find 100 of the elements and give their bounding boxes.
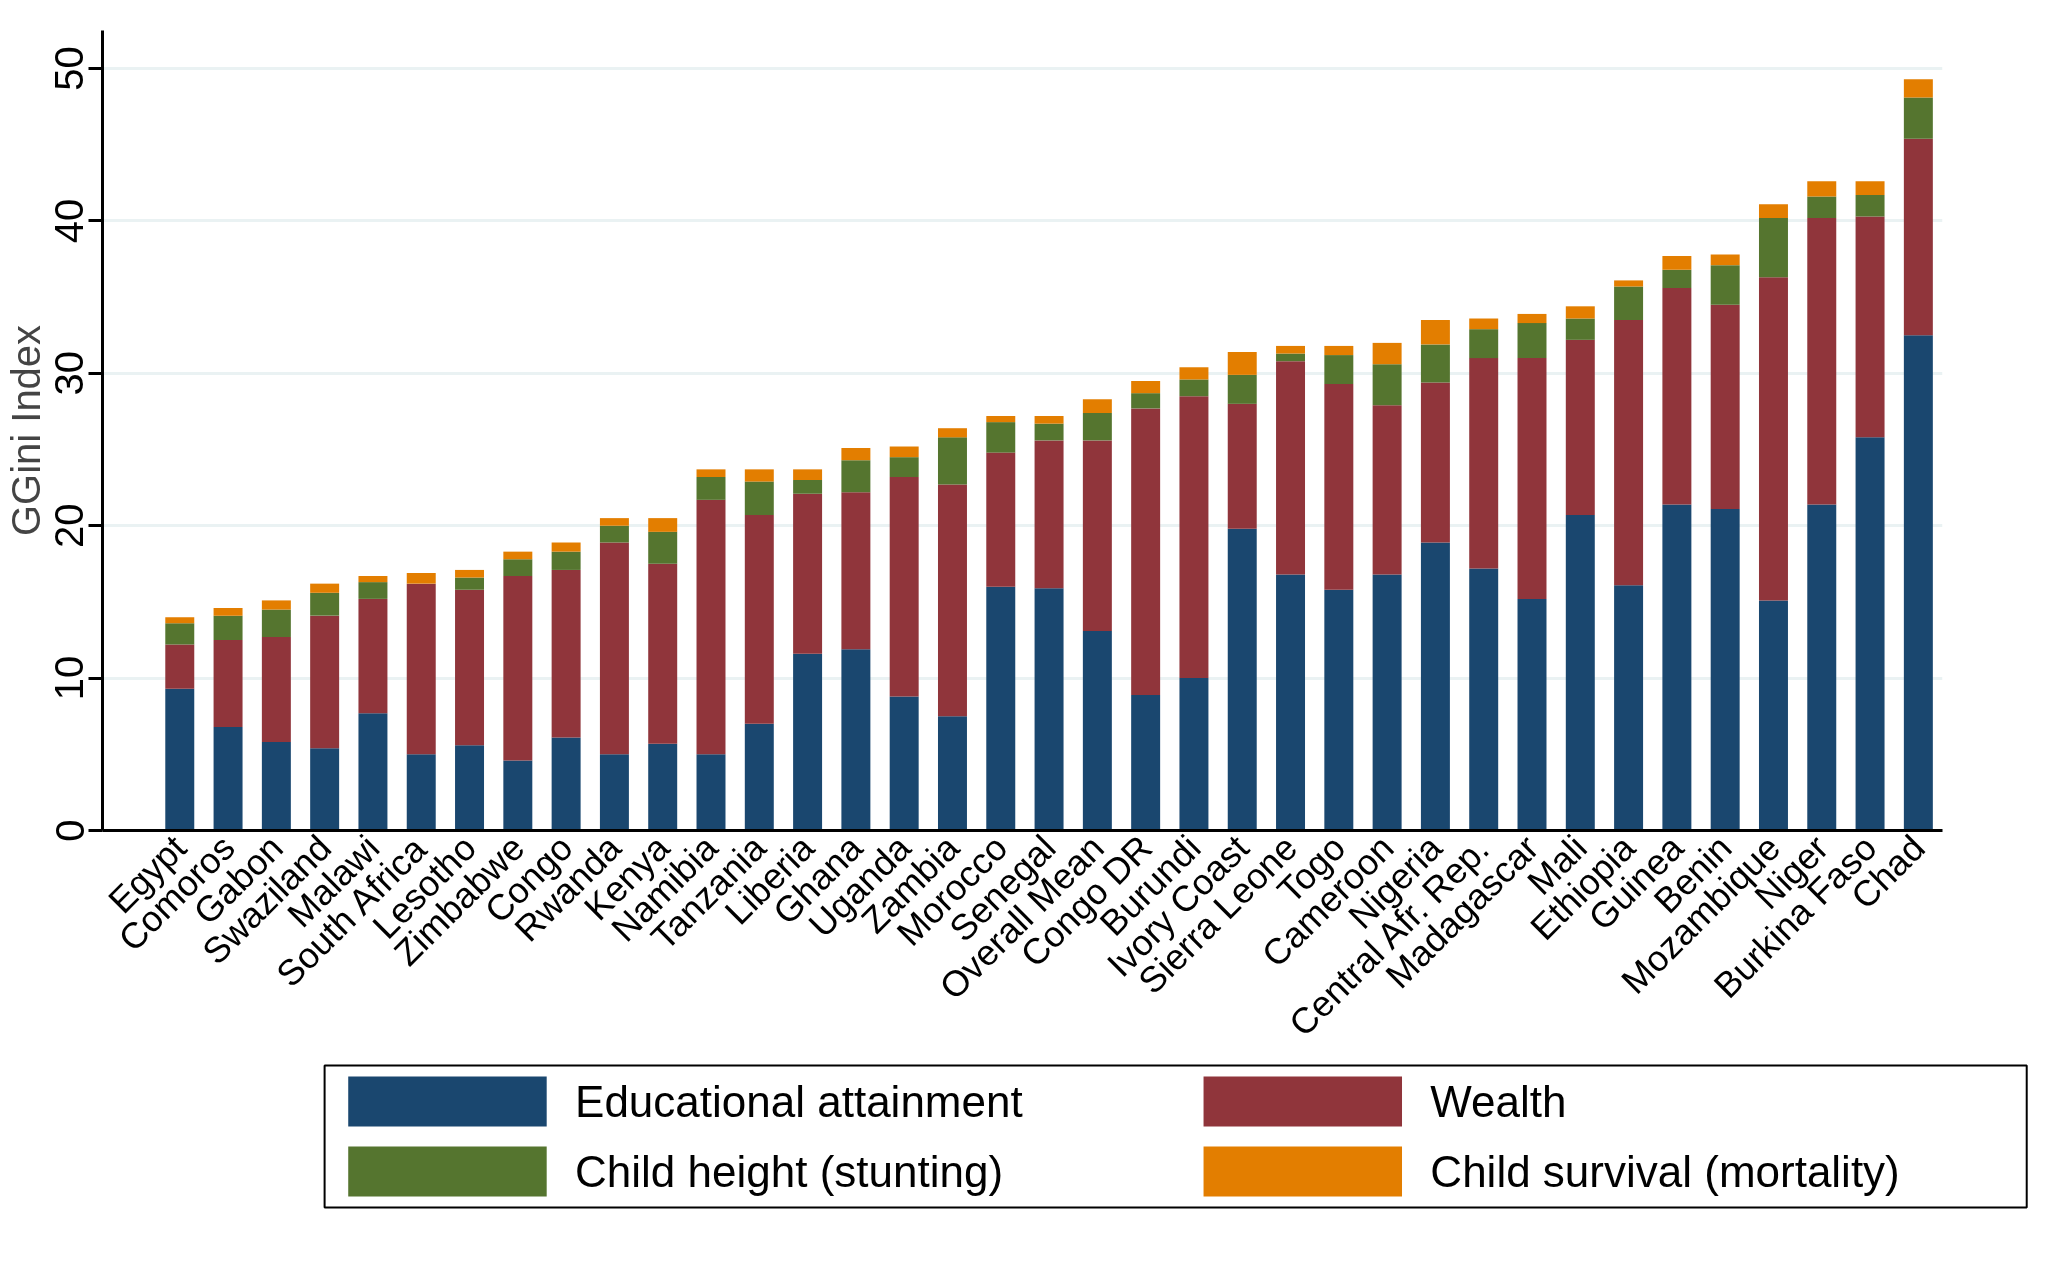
bar (1372, 574, 1402, 831)
bar (648, 563, 678, 744)
legend-label: Child survival (mortality) (1430, 1147, 1900, 1196)
bar (551, 542, 581, 552)
bar (1276, 345, 1306, 354)
bar (1469, 318, 1499, 330)
bar (1082, 440, 1112, 631)
bar (1420, 320, 1450, 345)
bar (1276, 361, 1306, 575)
bar (937, 437, 967, 485)
bar (213, 608, 243, 616)
bar (1227, 528, 1257, 831)
bar (1662, 269, 1692, 289)
bar (406, 572, 436, 584)
bar (889, 457, 919, 477)
bar (1903, 335, 1933, 831)
bar (1565, 515, 1595, 831)
bar (986, 422, 1016, 453)
bar (1324, 355, 1354, 385)
bar (599, 542, 629, 755)
bar (744, 469, 774, 482)
bar (1710, 265, 1740, 305)
bar (503, 551, 533, 560)
bar (1517, 358, 1547, 599)
bar (1372, 364, 1402, 406)
bar (1855, 195, 1885, 217)
bar (1807, 196, 1837, 218)
bar (213, 726, 243, 831)
bar (165, 623, 195, 645)
y-tick-label: 10 (47, 655, 92, 701)
bar (310, 748, 340, 831)
bar (261, 742, 291, 831)
bar (1420, 344, 1450, 383)
bar (165, 688, 195, 831)
bar (1131, 393, 1161, 409)
bar (1469, 568, 1499, 831)
bar (889, 696, 919, 831)
bar (310, 615, 340, 749)
bar (1565, 318, 1595, 340)
bar (503, 576, 533, 761)
bar (406, 754, 436, 831)
bar (551, 551, 581, 570)
bar (937, 484, 967, 717)
bar (1034, 416, 1064, 424)
bar (696, 469, 726, 477)
bar (1131, 408, 1161, 695)
bar (1758, 204, 1788, 218)
bar (1662, 288, 1692, 505)
bar (1372, 342, 1402, 365)
bar (841, 492, 871, 650)
bar (1903, 79, 1933, 98)
bar (165, 617, 195, 624)
bar (1034, 588, 1064, 831)
bar (310, 592, 340, 616)
bar (358, 598, 388, 714)
bar (793, 480, 823, 494)
bar (793, 493, 823, 654)
bar (1324, 345, 1354, 356)
bar (1565, 306, 1595, 319)
bar (455, 745, 485, 831)
bar (1034, 440, 1064, 589)
bar (1710, 304, 1740, 509)
bar (1565, 339, 1595, 516)
bar (455, 577, 485, 590)
bar (1855, 181, 1885, 196)
bar (599, 525, 629, 543)
bar (1469, 358, 1499, 569)
bar (551, 569, 581, 738)
bar (165, 644, 195, 689)
bar (1758, 217, 1788, 278)
bar (793, 653, 823, 831)
bar (1710, 508, 1740, 831)
bar (1276, 353, 1306, 362)
bar (1227, 374, 1257, 404)
bar (455, 589, 485, 746)
bar (1276, 574, 1306, 831)
legend-label: Wealth (1430, 1077, 1567, 1126)
legend-label: Child height (stunting) (575, 1147, 1004, 1196)
bar (1082, 399, 1112, 413)
bar (1855, 216, 1885, 438)
bar (1710, 254, 1740, 266)
bar (841, 460, 871, 493)
bar (1179, 367, 1209, 380)
y-tick-label: 40 (47, 198, 92, 244)
bar (358, 582, 388, 599)
bar (1807, 217, 1837, 505)
bar (1179, 678, 1209, 831)
bar (551, 737, 581, 831)
bar (1179, 396, 1209, 679)
bar (1420, 382, 1450, 543)
bar (1662, 256, 1692, 270)
bar (937, 428, 967, 438)
bar (599, 518, 629, 526)
bar (406, 583, 436, 755)
bar (261, 609, 291, 637)
bar (358, 713, 388, 831)
bar (1131, 380, 1161, 394)
y-tick-label: 0 (47, 819, 92, 842)
bar (986, 452, 1016, 587)
bar (455, 569, 485, 578)
